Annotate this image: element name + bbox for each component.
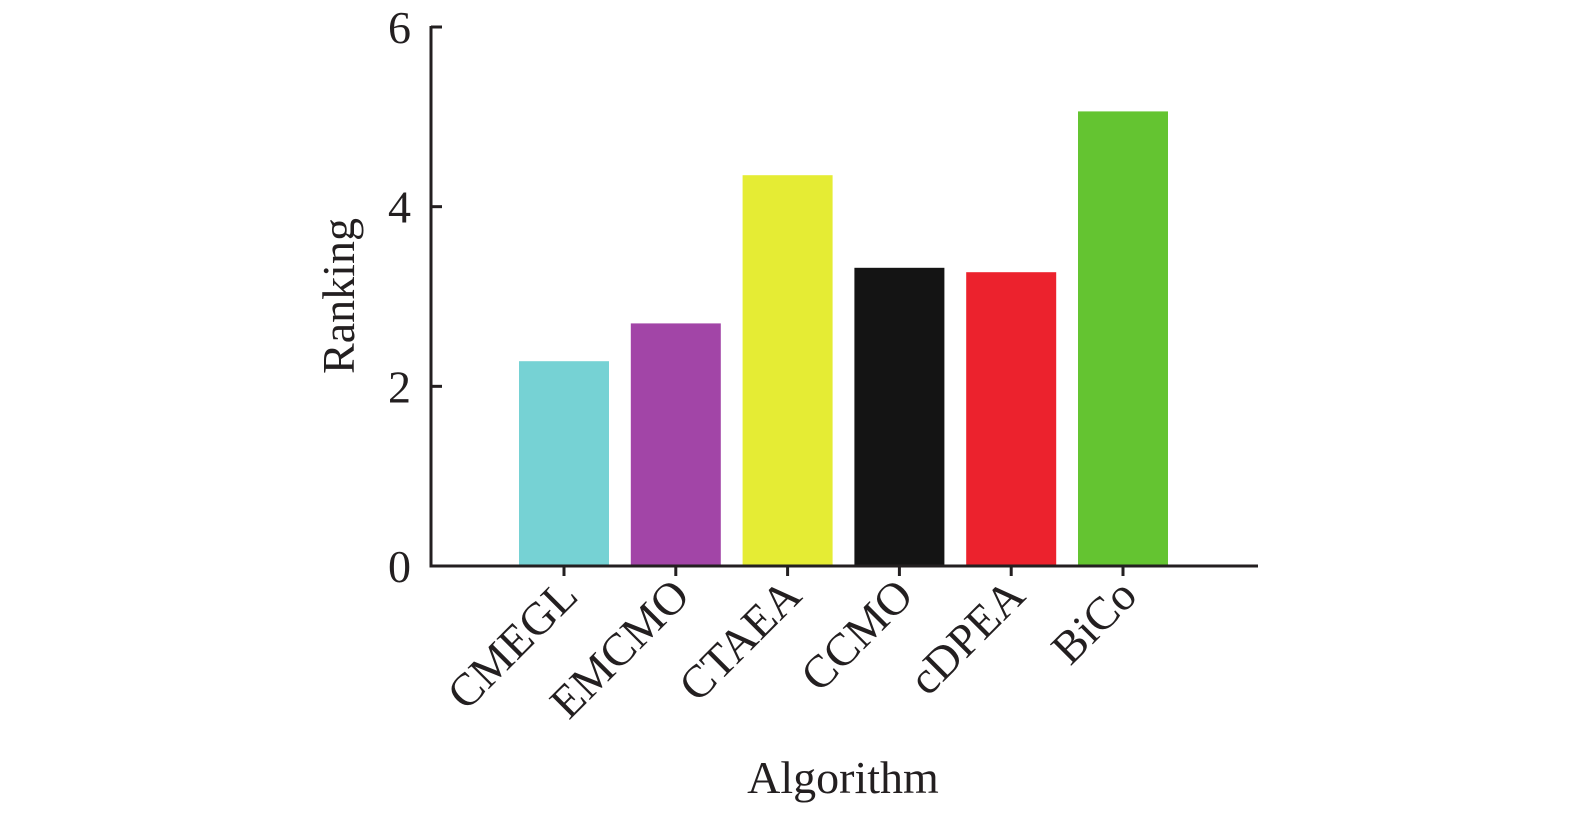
x-tick-label: BiCo xyxy=(1041,569,1146,674)
y-axis-title: Ranking xyxy=(313,218,364,374)
bar-bico xyxy=(1078,111,1168,567)
x-tick-label: CCMO xyxy=(791,569,923,701)
y-tick-label: 4 xyxy=(388,182,411,233)
x-tick-label: CTAEA xyxy=(669,569,811,711)
x-tick-label: cDPEA xyxy=(899,569,1034,704)
y-tick-label: 6 xyxy=(388,2,411,53)
y-tick-label: 2 xyxy=(388,361,411,412)
bar-emcmo xyxy=(630,323,721,566)
x-axis-title: Algorithm xyxy=(747,752,939,803)
bars-layer xyxy=(519,111,1168,567)
bar-ccmo xyxy=(854,267,945,566)
bar-cmegl xyxy=(519,361,609,566)
axes-layer xyxy=(429,25,1258,576)
y-tick-label: 0 xyxy=(388,541,411,592)
bar-ctaea xyxy=(742,175,833,566)
bar-cdpea xyxy=(966,272,1057,566)
